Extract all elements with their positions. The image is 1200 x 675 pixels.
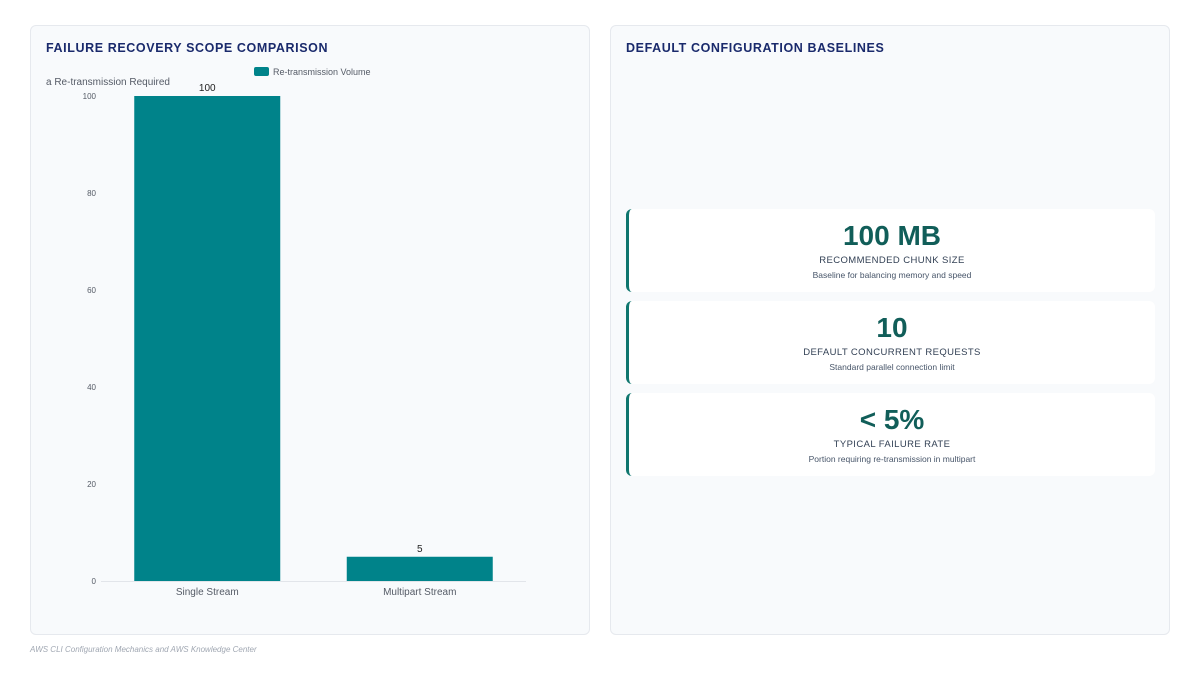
- y-tick-label: 100: [83, 92, 97, 101]
- y-tick-label: 40: [87, 383, 96, 392]
- stat-label: RECOMMENDED CHUNK SIZE: [819, 255, 965, 266]
- stat-value: 10: [876, 312, 908, 343]
- bar-chart: a Re-transmission Required 0 20 40 60 80 100 Re…: [46, 67, 526, 598]
- source-footnote: AWS CLI Configuration Mechanics and AWS …: [30, 645, 257, 654]
- stat-value: < 5%: [859, 404, 925, 435]
- y-tick-label: 0: [92, 577, 97, 586]
- baselines-panel-title: DEFAULT CONFIGURATION BASELINES: [626, 41, 885, 55]
- chart-panel: FAILURE RECOVERY SCOPE COMPARISON a Re-t…: [30, 25, 590, 635]
- x-tick-label: Multipart Stream: [383, 587, 456, 598]
- chart-panel-title: FAILURE RECOVERY SCOPE COMPARISON: [46, 41, 329, 55]
- legend-swatch: [254, 67, 269, 76]
- bar-data-label: 100: [199, 83, 216, 94]
- stat-card-failure-rate: < 5% TYPICAL FAILURE RATE Portion requir…: [626, 393, 1155, 476]
- stat-label: TYPICAL FAILURE RATE: [833, 439, 951, 450]
- bar: [134, 96, 281, 581]
- stat-value: 100 MB: [842, 220, 942, 251]
- y-axis-label: a Re-transmission Required: [46, 77, 170, 88]
- legend-label: Re-transmission Volume: [273, 67, 371, 77]
- stat-label: DEFAULT CONCURRENT REQUESTS: [803, 347, 981, 358]
- stat-description: Standard parallel connection limit: [829, 362, 955, 372]
- y-tick-label: 60: [87, 286, 96, 295]
- bar-data-label: 5: [417, 544, 423, 555]
- x-tick-label: Single Stream: [176, 587, 239, 598]
- y-tick-label: 20: [87, 480, 96, 489]
- stat-description: Portion requiring re-transmission in mul…: [808, 454, 976, 464]
- baselines-panel: DEFAULT CONFIGURATION BASELINES 100 MB R…: [610, 25, 1170, 635]
- stat-description: Baseline for balancing memory and speed: [812, 270, 972, 280]
- bar: [346, 556, 493, 581]
- y-tick-label: 80: [87, 189, 96, 198]
- stat-card-concurrent-requests: 10 DEFAULT CONCURRENT REQUESTS Standard …: [626, 301, 1155, 384]
- stat-card-chunk-size: 100 MB RECOMMENDED CHUNK SIZE Baseline f…: [626, 209, 1155, 292]
